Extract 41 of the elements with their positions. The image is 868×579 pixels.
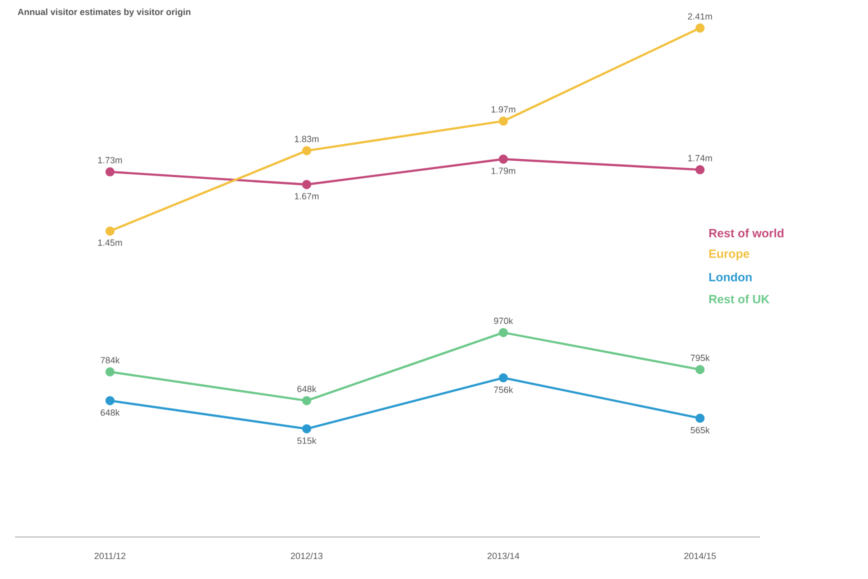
point [302, 146, 312, 156]
data-label: 515k [297, 437, 316, 444]
text: Rest of world [709, 228, 784, 238]
text: Rest of UK [709, 294, 770, 304]
point [695, 364, 705, 374]
point [695, 414, 705, 423]
x-tick-label: 2013/14 [488, 552, 520, 560]
point [498, 116, 508, 126]
point [498, 328, 508, 338]
data-label: 1.97m [492, 106, 516, 113]
x-tick-label: 2012/13 [290, 552, 322, 560]
data-label: 648k [297, 386, 316, 392]
point [105, 226, 115, 236]
data-label: 2.41m [688, 13, 712, 20]
point [695, 165, 705, 174]
data-label: 648k [100, 409, 120, 416]
text: Europe [709, 250, 750, 260]
point [302, 396, 312, 406]
data-label: 565k [690, 426, 710, 434]
data-label: 1.73m [98, 156, 122, 164]
x-tick-label: 2011/12 [94, 552, 126, 560]
chart-title: Annual visitor estimates by visitor origin [18, 8, 190, 17]
data-label: 1.45m [98, 240, 122, 246]
point [105, 367, 115, 376]
data-label: 784k [100, 356, 120, 364]
point [302, 424, 312, 434]
data-label: 795k [690, 354, 710, 362]
data-label: 1.79m [492, 168, 516, 174]
data-label: 1.67m [294, 193, 319, 200]
data-label: 970k [494, 317, 514, 324]
point [498, 373, 508, 382]
point [498, 154, 508, 164]
point [302, 180, 312, 190]
data-label: 756k [494, 386, 514, 393]
x-tick-label: 2014/15 [684, 552, 716, 560]
point [105, 396, 115, 406]
point [105, 167, 115, 176]
data-label: 1.83m [294, 136, 319, 142]
point [695, 23, 705, 33]
text: London [709, 272, 752, 282]
data-label: 1.74m [688, 155, 712, 162]
